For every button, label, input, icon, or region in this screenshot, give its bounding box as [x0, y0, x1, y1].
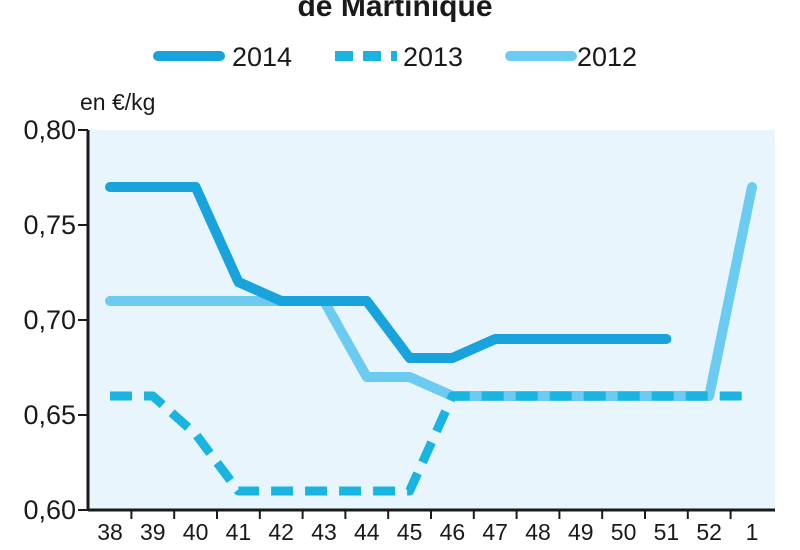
y-tick-label: 0,65: [23, 400, 76, 430]
x-tick-label: 46: [440, 519, 466, 545]
series-layer: [105, 182, 757, 496]
x-tick-label: 51: [654, 519, 680, 545]
x-tick-label: 48: [525, 519, 551, 545]
legend-label: 2013: [403, 42, 463, 72]
chart-title: de Martinique: [297, 0, 492, 23]
series-line-2012: [105, 182, 757, 401]
y-tick-label: 0,70: [23, 305, 76, 335]
legend-item-2012: 2012: [505, 42, 637, 72]
legend-label: 2012: [577, 42, 637, 72]
x-tick-label: 43: [311, 519, 337, 545]
legend-label: 2014: [232, 42, 292, 72]
legend-item-2014: 2014: [153, 42, 292, 72]
x-tick-label: 47: [482, 519, 508, 545]
x-tick-label: 41: [226, 519, 252, 545]
series-line-2014: [105, 182, 672, 363]
series-line-2013: [110, 391, 752, 496]
y-axis-unit-label: en €/kg: [80, 89, 155, 115]
x-axis-ticks: 38 39 40 41 42 43 44 45 46 47 48 49 50 51 52 1: [97, 510, 758, 545]
y-tick-label: 0,80: [23, 115, 76, 145]
x-tick-label: 1: [746, 519, 759, 545]
y-tick-label: 0,75: [23, 210, 76, 240]
x-tick-label: 45: [397, 519, 423, 545]
legend-item-2013: 2013: [335, 42, 463, 72]
legend: 2014 2013 2012: [153, 42, 637, 72]
x-tick-label: 42: [268, 519, 294, 545]
x-tick-label: 52: [696, 519, 722, 545]
x-tick-label: 40: [183, 519, 209, 545]
x-tick-label: 50: [611, 519, 637, 545]
x-tick-label: 44: [354, 519, 380, 545]
y-tick-label: 0,60: [23, 495, 76, 525]
x-tick-label: 49: [568, 519, 594, 545]
y-axis-ticks: 0,60 0,65 0,70 0,75 0,80: [23, 115, 88, 525]
x-tick-label: 38: [97, 519, 123, 545]
x-tick-label: 39: [140, 519, 166, 545]
